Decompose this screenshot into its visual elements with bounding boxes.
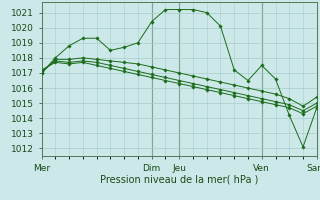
X-axis label: Pression niveau de la mer( hPa ): Pression niveau de la mer( hPa ) (100, 174, 258, 184)
